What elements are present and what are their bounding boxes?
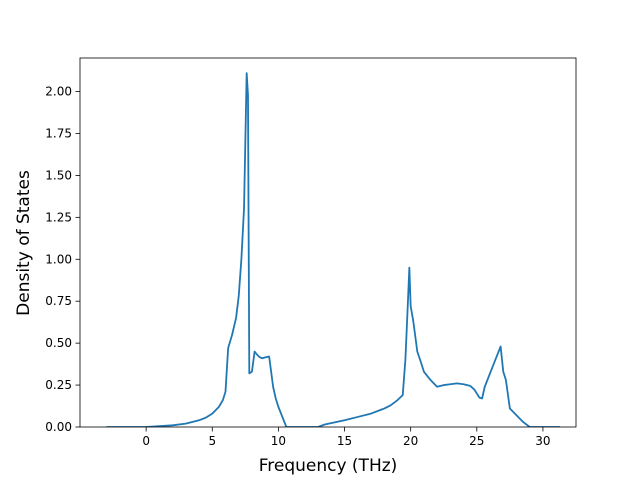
axes-frame [79, 57, 577, 428]
y-tick-label: 1.00 [45, 252, 72, 266]
x-tick-label: 30 [535, 434, 550, 448]
y-tick-label: 1.25 [45, 210, 72, 224]
y-tick-label: 0.75 [45, 294, 72, 308]
x-tick-label: 5 [208, 434, 216, 448]
x-tick-label: 15 [337, 434, 352, 448]
y-tick-label: 1.50 [45, 168, 72, 182]
y-tick-label: 0.25 [45, 378, 72, 392]
series-line-0 [106, 72, 561, 427]
y-tick-label: 0.50 [45, 336, 72, 350]
x-tick-label: 10 [271, 434, 286, 448]
axes: 0 5 10 15 20 25 30 0.00 0.25 0.50 0.75 1.00 1.25 1.50… [45, 57, 577, 448]
x-tick-label: 20 [403, 434, 418, 448]
y-tick-label: 0.00 [45, 420, 72, 434]
x-axis-label: Frequency (THz) [259, 456, 398, 476]
y-tick-label: 1.75 [45, 126, 72, 140]
y-axis-label: Density of States [14, 170, 34, 316]
x-tick-label: 0 [142, 434, 150, 448]
x-tick-label: 25 [469, 434, 484, 448]
plot-area [106, 72, 561, 427]
y-tick-label: 2.00 [45, 85, 72, 99]
